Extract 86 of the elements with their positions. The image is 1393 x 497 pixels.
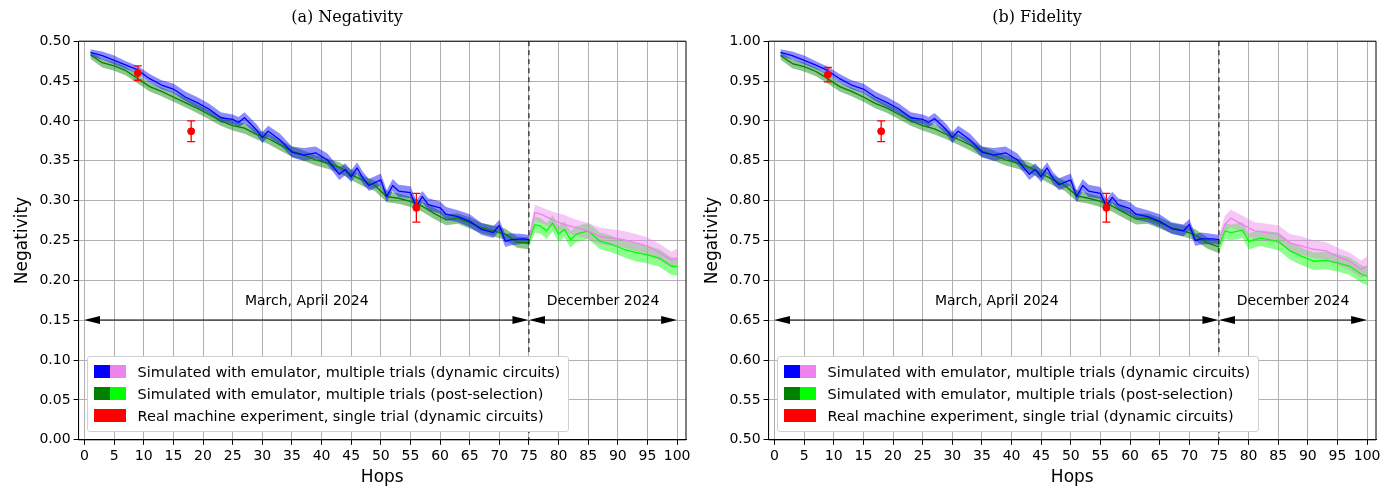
x-tick-label: 70 xyxy=(490,446,509,463)
y-tick-label: 0.75 xyxy=(729,231,761,248)
chart-title: (a) Negativity xyxy=(291,6,403,26)
point xyxy=(412,203,421,212)
x-tick-label: 100 xyxy=(663,446,691,463)
x-tick-label: 55 xyxy=(401,446,420,463)
annotation: December 2024 xyxy=(546,291,660,308)
x-tick-label: 95 xyxy=(1328,446,1347,463)
x-tick-label: 30 xyxy=(253,446,272,463)
x-tick-label: 10 xyxy=(824,446,843,463)
point xyxy=(1102,203,1111,212)
x-tick-label: 20 xyxy=(194,446,212,463)
point xyxy=(133,69,142,78)
legend-label: Simulated with emulator, multiple trials (post-selection) xyxy=(827,384,1234,404)
y-axis-title: Negativity xyxy=(700,196,721,285)
y-tick-label: 0.95 xyxy=(729,71,761,88)
x-tick-label: 40 xyxy=(312,446,331,463)
x-tick-label: 25 xyxy=(223,446,242,463)
legend-label: Simulated with emulator, multiple trials (dynamic circuits) xyxy=(137,362,561,382)
annotation: December 2024 xyxy=(1236,291,1350,308)
y-tick-label: 0.80 xyxy=(729,191,761,208)
y-tick-label: 1.00 xyxy=(729,31,761,48)
x-tick-label: 75 xyxy=(1210,446,1228,463)
x-tick-label: 5 xyxy=(799,446,809,463)
x-tick-label: 40 xyxy=(1002,446,1021,463)
x-tick-label: 35 xyxy=(973,446,991,463)
y-tick-label: 0.35 xyxy=(39,151,71,168)
y-tick-label: 0.05 xyxy=(39,390,71,407)
x-tick-label: 65 xyxy=(1150,446,1169,463)
x-tick-label: 50 xyxy=(371,446,390,463)
point xyxy=(823,70,832,79)
point xyxy=(877,127,886,136)
legend-label: Simulated with emulator, multiple trials (post-selection) xyxy=(137,384,544,404)
x-tick-label: 5 xyxy=(109,446,119,463)
y-tick-label: 0.40 xyxy=(39,111,71,128)
y-tick-label: 0.70 xyxy=(729,271,761,287)
x-tick-label: 0 xyxy=(80,446,89,463)
y-tick-label: 0.20 xyxy=(39,271,71,287)
y-axis-title: Negativity xyxy=(10,196,31,285)
x-tick-label: 60 xyxy=(431,446,449,463)
x-tick-label: 55 xyxy=(1091,446,1110,463)
chart-title: (b) Fidelity xyxy=(992,6,1082,26)
x-tick-label: 50 xyxy=(1061,446,1080,463)
y-tick-label: 0.45 xyxy=(39,71,71,88)
x-tick-label: 20 xyxy=(884,446,902,463)
x-tick-label: 0 xyxy=(770,446,779,463)
x-tick-label: 10 xyxy=(134,446,153,463)
x-tick-label: 15 xyxy=(164,446,183,463)
y-tick-label: 0.10 xyxy=(39,350,71,367)
x-tick-label: 35 xyxy=(283,446,301,463)
y-tick-label: 0.55 xyxy=(729,390,761,407)
x-tick-label: 85 xyxy=(1269,446,1288,463)
x-tick-label: 80 xyxy=(1239,446,1258,463)
x-tick-label: 25 xyxy=(913,446,932,463)
y-tick-label: 0.90 xyxy=(729,111,761,128)
x-tick-label: 30 xyxy=(943,446,962,463)
annotation: March, April 2024 xyxy=(934,291,1059,308)
x-tick-label: 85 xyxy=(579,446,598,463)
x-axis-title: Hops xyxy=(1050,466,1094,487)
x-tick-label: 70 xyxy=(1180,446,1199,463)
x-tick-label: 60 xyxy=(1121,446,1139,463)
x-tick-label: 45 xyxy=(342,446,361,463)
x-tick-label: 65 xyxy=(460,446,479,463)
y-tick-label: 0.30 xyxy=(39,191,71,208)
legend-label: Real machine experiment, single trial (dynamic circuits) xyxy=(827,406,1234,426)
annotation: March, April 2024 xyxy=(244,291,369,308)
y-tick-label: 0.65 xyxy=(729,310,761,327)
y-tick-label: 0.15 xyxy=(39,310,71,327)
x-tick-label: 75 xyxy=(520,446,538,463)
x-tick-label: 90 xyxy=(608,446,627,463)
legend-label: Real machine experiment, single trial (dynamic circuits) xyxy=(137,406,544,426)
x-axis-title: Hops xyxy=(360,466,404,487)
x-tick-label: 90 xyxy=(1298,446,1317,463)
y-tick-label: 0.50 xyxy=(729,430,761,447)
x-tick-label: 15 xyxy=(854,446,873,463)
y-tick-label: 0.00 xyxy=(39,430,71,447)
y-tick-label: 0.60 xyxy=(729,350,761,367)
y-tick-label: 0.50 xyxy=(39,31,71,48)
point xyxy=(187,127,196,136)
y-tick-label: 0.85 xyxy=(729,151,761,168)
x-tick-label: 95 xyxy=(638,446,657,463)
x-tick-label: 45 xyxy=(1032,446,1051,463)
x-tick-label: 100 xyxy=(1353,446,1381,463)
y-tick-label: 0.25 xyxy=(39,231,71,248)
x-tick-label: 80 xyxy=(549,446,568,463)
legend-label: Simulated with emulator, multiple trials (dynamic circuits) xyxy=(827,362,1251,382)
